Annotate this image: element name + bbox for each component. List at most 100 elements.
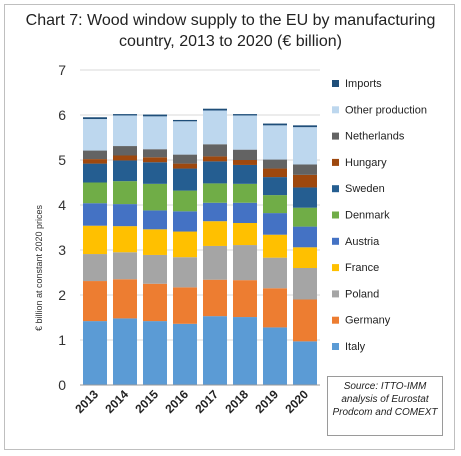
legend-swatch — [332, 80, 339, 87]
legend-label: Hungary — [345, 157, 387, 169]
bar-segment-imports — [203, 108, 227, 111]
bar-segment-austria — [233, 202, 257, 223]
legend-label: Imports — [345, 78, 382, 90]
legend-label: Italy — [345, 341, 366, 353]
y-tick-label: 3 — [58, 242, 66, 258]
bar-segment-hungary — [203, 156, 227, 162]
legend-swatch — [332, 185, 339, 193]
bar-segment-italy — [233, 317, 257, 385]
bar-segment-austria — [83, 203, 107, 226]
legend-label: Denmark — [345, 210, 390, 222]
legend-swatch — [332, 264, 339, 272]
bar-segment-sweden — [173, 168, 197, 191]
legend-swatch — [332, 343, 339, 350]
bar-segment-poland — [233, 245, 257, 281]
bar-segment-other-production — [293, 127, 317, 165]
x-tick-label: 2013 — [72, 387, 101, 416]
y-tick-label: 4 — [58, 197, 66, 213]
bar-segment-italy — [113, 318, 137, 385]
bar-segment-france — [173, 231, 197, 258]
source-note: Source: ITTO-IMM analysis of Eurostat Pr… — [327, 376, 443, 436]
bar-segment-netherlands — [113, 146, 137, 156]
bar-segment-italy — [173, 323, 197, 385]
legend: Imports Other production Netherlands Hungar… — [332, 78, 427, 353]
bar-segment-germany — [203, 279, 227, 317]
legend-swatch — [332, 106, 339, 114]
bar-segment-sweden — [293, 187, 317, 208]
bar-segment-netherlands — [83, 150, 107, 160]
bar-segment-poland — [113, 252, 137, 280]
bar-segment-poland — [83, 254, 107, 282]
bar-segment-sweden — [113, 160, 137, 182]
bar-segment-imports — [263, 123, 287, 126]
bar-segment-other-production — [173, 121, 197, 155]
bar-segment-imports — [293, 125, 317, 128]
legend-swatch — [332, 132, 339, 140]
bar-segment-sweden — [83, 163, 107, 183]
bar-segment-denmark — [233, 183, 257, 203]
bar-segment-france — [83, 225, 107, 255]
x-tick-label: 2018 — [222, 387, 251, 416]
bar-segment-france — [233, 223, 257, 246]
bar-segment-hungary — [113, 155, 137, 161]
legend-swatch — [332, 158, 339, 166]
bar-segment-netherlands — [293, 164, 317, 175]
bar-segment-austria — [203, 202, 227, 222]
bar-segment-sweden — [233, 164, 257, 184]
bar-segment-netherlands — [233, 149, 257, 160]
bar-segment-germany — [293, 299, 317, 342]
legend-swatch — [332, 237, 339, 245]
bar-segment-netherlands — [143, 149, 167, 158]
chart-title: Chart 7: Wood window supply to the EU by… — [25, 12, 436, 50]
bar-segment-italy — [203, 316, 227, 385]
bar-segment-denmark — [263, 195, 287, 214]
bar-segment-other-production — [83, 119, 107, 151]
bar-segment-hungary — [293, 174, 317, 188]
bar-segment-imports — [173, 119, 197, 122]
bar-segment-france — [113, 226, 137, 253]
bar-segment-italy — [143, 321, 167, 385]
x-tick-label: 2019 — [252, 387, 281, 416]
x-tick-label: 2020 — [282, 387, 311, 416]
bar-segment-netherlands — [173, 154, 197, 164]
y-tick-label: 7 — [58, 62, 66, 78]
bar-segment-denmark — [173, 190, 197, 212]
bar-segment-sweden — [143, 162, 167, 184]
bar-segment-poland — [263, 257, 287, 289]
bar-segment-italy — [263, 327, 287, 385]
y-axis-ticks: 0 1 2 3 4 5 6 7 — [58, 62, 66, 393]
bar-segment-poland — [293, 268, 317, 300]
bar-segment-hungary — [83, 159, 107, 164]
bar-segment-france — [203, 221, 227, 246]
legend-label: Poland — [345, 288, 379, 300]
y-axis-label: € billion at constant 2020 prices — [34, 204, 44, 331]
bar-segment-austria — [173, 211, 197, 232]
bar-segment-germany — [143, 283, 167, 322]
bar-segment-germany — [113, 279, 137, 319]
y-tick-label: 0 — [58, 377, 66, 393]
bar-segment-austria — [263, 213, 287, 235]
bar-segment-hungary — [263, 168, 287, 178]
bar-segment-france — [263, 234, 287, 258]
bar-segment-imports — [83, 117, 107, 120]
bar-segment-germany — [263, 288, 287, 328]
legend-swatch — [332, 211, 339, 219]
y-tick-label: 6 — [58, 107, 66, 123]
x-axis-ticks: 2013 2014 2015 2016 2017 2018 2019 2020 — [72, 387, 311, 416]
bar-segment-hungary — [143, 157, 167, 163]
bar-segment-hungary — [233, 160, 257, 165]
bar-segment-poland — [143, 254, 167, 284]
bar-segment-imports — [143, 114, 167, 117]
bar-segment-other-production — [233, 115, 257, 150]
bar-segment-other-production — [143, 116, 167, 150]
bar-segment-germany — [173, 287, 197, 324]
bar-segment-france — [143, 229, 167, 255]
bar-segment-denmark — [83, 182, 107, 204]
legend-label: Austria — [345, 236, 380, 248]
legend-label: Sweden — [345, 183, 385, 195]
bar-segment-france — [293, 247, 317, 268]
bar-segment-sweden — [263, 177, 287, 196]
legend-swatch — [332, 290, 339, 298]
legend-swatch — [332, 316, 339, 324]
